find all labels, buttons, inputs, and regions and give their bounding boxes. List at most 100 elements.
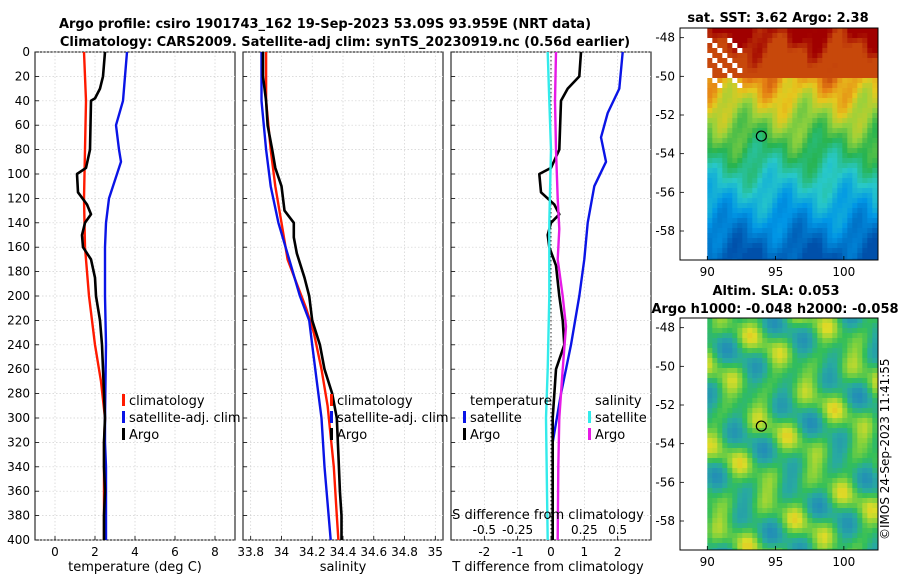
map-cell [792,448,798,454]
map-cell [822,513,828,519]
map-cell [812,423,818,429]
map-cell [707,448,713,454]
map-cell [727,158,733,164]
map-cell [717,188,723,194]
map-cell [762,133,768,139]
map-cell [752,118,758,124]
map-cell [827,253,833,259]
map-cell [757,518,763,524]
y-tick-label: 280 [7,387,30,401]
map-cell [742,338,748,344]
map-cell [727,73,733,79]
map-cell [772,388,778,394]
map-cell [757,203,763,209]
map-cell [842,358,848,364]
map-cell [817,483,823,489]
map-cell [787,373,793,379]
map-cell [762,88,768,94]
map-cell [762,223,768,229]
map-cell [722,148,728,154]
map-cell [812,98,818,104]
map-cell [862,33,868,39]
map-cell [862,478,868,484]
map-cell [817,348,823,354]
map-cell [762,358,768,364]
map-x-tick-label: 95 [768,265,783,279]
map-cell [742,463,748,469]
map-cell [862,423,868,429]
map-cell [787,148,793,154]
map-cell [852,493,858,499]
map-cell [837,483,843,489]
map-cell [812,248,818,254]
map-cell [762,473,768,479]
map-cell [787,253,793,259]
map-cell [827,108,833,114]
map-cell [807,488,813,494]
map-cell [822,543,828,549]
map-cell [767,393,773,399]
map-cell [832,433,838,439]
map-cell [797,453,803,459]
map-cell [852,403,858,409]
map-cell [857,73,863,79]
map-cell [862,68,868,74]
map-cell [792,518,798,524]
map-cell [762,73,768,79]
map-cell [767,168,773,174]
map-cell [757,423,763,429]
map-cell [827,83,833,89]
map-cell [737,238,743,244]
map-cell [747,528,753,534]
map-cell [852,543,858,549]
map-cell [787,483,793,489]
map-cell [847,213,853,219]
map-cell [792,223,798,229]
map-cell [797,188,803,194]
map-cell [822,383,828,389]
map-cell [827,178,833,184]
map-cell [847,528,853,534]
map-cell [807,493,813,499]
map-cell [857,358,863,364]
map-cell [742,33,748,39]
map-cell [792,258,798,260]
map-cell [737,328,743,334]
map-cell [872,88,878,94]
map-cell [852,218,858,224]
map-cell [822,343,828,349]
map-cell [792,368,798,374]
map-cell [872,138,878,144]
map-cell [842,78,848,84]
map-cell [762,353,768,359]
map-cell [787,228,793,234]
map-cell [842,193,848,199]
map-cell [842,148,848,154]
map-cell [857,193,863,199]
difference-x-label: T difference from climatology [451,560,644,575]
map-cell [717,173,723,179]
map-cell [742,208,748,214]
map-cell [847,393,853,399]
map-cell [767,118,773,124]
map-cell [797,38,803,44]
map-cell [797,528,803,534]
map-cell [852,413,858,419]
map-cell [797,118,803,124]
map-cell [782,418,788,424]
map-cell [827,543,833,549]
map-cell [772,48,778,54]
map-cell [722,33,728,39]
map-cell [727,358,733,364]
map-cell [742,518,748,524]
map-cell [802,338,808,344]
map-cell [792,353,798,359]
map-cell [747,518,753,524]
map-cell [727,478,733,484]
map-cell [802,343,808,349]
map-cell [767,123,773,129]
map-cell [837,518,843,524]
map-cell [737,338,743,344]
map-cell [782,168,788,174]
map-cell [837,348,843,354]
